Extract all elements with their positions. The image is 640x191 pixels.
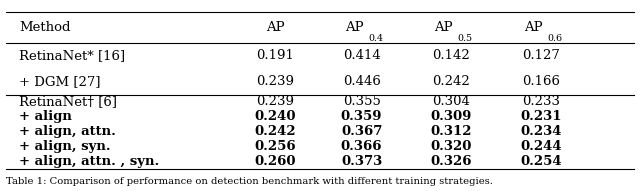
Text: 0.366: 0.366	[341, 140, 382, 153]
Text: 0.260: 0.260	[255, 155, 296, 168]
Text: 0.244: 0.244	[520, 140, 562, 153]
Text: 0.254: 0.254	[520, 155, 562, 168]
Text: + align, attn.: + align, attn.	[19, 125, 116, 138]
Text: 0.373: 0.373	[341, 155, 382, 168]
Text: 0.5: 0.5	[458, 34, 473, 43]
Text: 0.233: 0.233	[522, 96, 560, 108]
Text: + DGM [27]: + DGM [27]	[19, 75, 100, 88]
Text: 0.6: 0.6	[547, 34, 563, 43]
Text: + align, attn. , syn.: + align, attn. , syn.	[19, 155, 159, 168]
Text: 0.367: 0.367	[341, 125, 382, 138]
Text: AP: AP	[266, 21, 285, 34]
Text: 0.414: 0.414	[343, 49, 380, 62]
Text: 0.359: 0.359	[341, 110, 382, 123]
Text: 0.312: 0.312	[431, 125, 472, 138]
Text: AP: AP	[524, 21, 543, 34]
Text: Table 1: Comparison of performance on detection benchmark with different trainin: Table 1: Comparison of performance on de…	[6, 177, 493, 186]
Text: 0.242: 0.242	[433, 75, 470, 88]
Text: 0.239: 0.239	[256, 75, 294, 88]
Text: 0.355: 0.355	[342, 96, 381, 108]
Text: 0.142: 0.142	[433, 49, 470, 62]
Text: RetinaNet† [6]: RetinaNet† [6]	[19, 96, 117, 108]
Text: 0.256: 0.256	[254, 140, 296, 153]
Text: 0.191: 0.191	[256, 49, 294, 62]
Text: AP: AP	[434, 21, 453, 34]
Text: 0.242: 0.242	[254, 125, 296, 138]
Text: + align: + align	[19, 110, 72, 123]
Text: 0.326: 0.326	[431, 155, 472, 168]
Text: 0.234: 0.234	[520, 125, 561, 138]
Text: 0.239: 0.239	[256, 96, 294, 108]
Text: 0.231: 0.231	[520, 110, 561, 123]
Text: 0.166: 0.166	[522, 75, 560, 88]
Text: 0.304: 0.304	[432, 96, 470, 108]
Text: 0.309: 0.309	[431, 110, 472, 123]
Text: AP: AP	[344, 21, 364, 34]
Text: Method: Method	[19, 21, 70, 34]
Text: 0.240: 0.240	[255, 110, 296, 123]
Text: RetinaNet* [16]: RetinaNet* [16]	[19, 49, 125, 62]
Text: 0.127: 0.127	[522, 49, 560, 62]
Text: 0.320: 0.320	[431, 140, 472, 153]
Text: 0.446: 0.446	[342, 75, 381, 88]
Text: 0.4: 0.4	[368, 34, 383, 43]
Text: + align, syn.: + align, syn.	[19, 140, 111, 153]
